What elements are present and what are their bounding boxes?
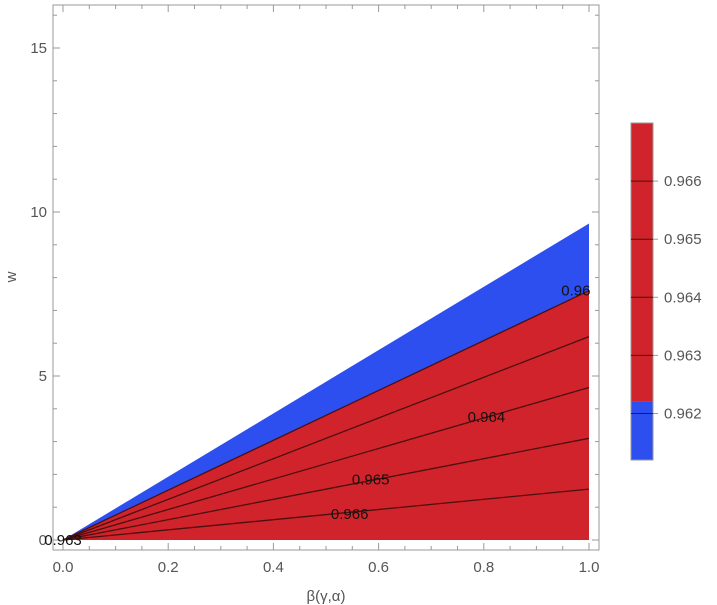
region-low bbox=[63, 223, 589, 541]
colorbar-tick-label: 0.965 bbox=[664, 231, 702, 248]
x-tick-label: 0.4 bbox=[263, 559, 284, 576]
x-axis-label: β(γ,α) bbox=[307, 588, 346, 605]
colorbar-low-segment bbox=[631, 401, 653, 460]
colorbar-frame bbox=[630, 122, 654, 461]
contour-line-0.963 bbox=[62, 336, 590, 541]
y-axis-label: w bbox=[3, 271, 20, 283]
contour-line-0.965 bbox=[62, 437, 590, 541]
contour-label: 0.965 bbox=[352, 471, 390, 488]
colorbar-high-segment bbox=[631, 123, 653, 402]
x-tick-label: 0.0 bbox=[53, 559, 74, 576]
y-tick-label: 5 bbox=[39, 368, 47, 385]
colorbar-legend: 0.962 0.963 0.964 0.965 0.966 bbox=[630, 122, 702, 461]
x-tick-label: 0.6 bbox=[368, 559, 389, 576]
contour-label: 0.966 bbox=[331, 506, 369, 523]
contour-line-0.962 bbox=[62, 290, 590, 541]
contour-label: 0.964 bbox=[468, 409, 506, 426]
contour-line-0.964 bbox=[62, 386, 590, 541]
contour-label: 0.963 bbox=[44, 532, 82, 549]
contour-line-0.966 bbox=[62, 488, 590, 541]
y-tick-label: 0 bbox=[39, 532, 47, 549]
y-tick-label: 10 bbox=[30, 204, 47, 221]
contour-label: 0.96 bbox=[561, 283, 590, 300]
colorbar-tick-label: 0.962 bbox=[664, 406, 702, 423]
colorbar-tick-label: 0.963 bbox=[664, 347, 702, 364]
colorbar-tick-label: 0.964 bbox=[664, 289, 702, 306]
colorbar-tick-label: 0.966 bbox=[664, 173, 702, 190]
x-tick-label: 0.2 bbox=[158, 559, 179, 576]
x-tick-label: 1.0 bbox=[579, 559, 600, 576]
y-tick-label: 15 bbox=[30, 40, 47, 57]
x-tick-label: 0.8 bbox=[473, 559, 494, 576]
